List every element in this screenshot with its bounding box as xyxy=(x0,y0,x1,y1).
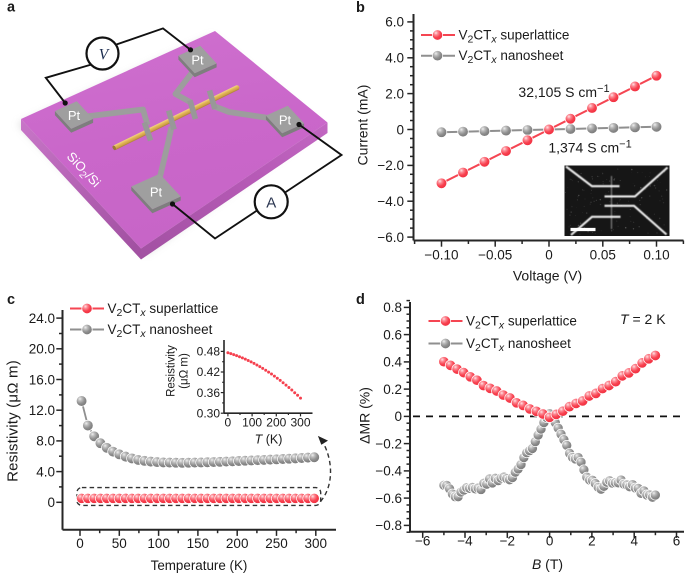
svg-text:−0.6: −0.6 xyxy=(375,491,402,506)
svg-text:0.4: 0.4 xyxy=(383,355,402,370)
svg-text:100: 100 xyxy=(147,536,170,551)
svg-text:−0.05: −0.05 xyxy=(478,248,512,263)
svg-text:−6: −6 xyxy=(415,534,430,549)
svg-text:T = 2 K: T = 2 K xyxy=(620,311,666,327)
svg-text:0.36: 0.36 xyxy=(197,386,221,400)
svg-text:d: d xyxy=(356,292,365,308)
svg-text:−0.2: −0.2 xyxy=(375,436,402,451)
svg-text:−2: −2 xyxy=(500,534,515,549)
svg-text:0: 0 xyxy=(76,536,84,551)
svg-text:−2.0: −2.0 xyxy=(377,158,404,173)
svg-text:−4: −4 xyxy=(457,534,473,549)
svg-text:1,374 S cm−1: 1,374 S cm−1 xyxy=(548,139,631,156)
svg-text:(μΩ m): (μΩ m) xyxy=(179,353,191,389)
svg-text:Pt: Pt xyxy=(191,53,204,68)
svg-text:0: 0 xyxy=(225,416,232,430)
svg-text:32,105 S cm−1: 32,105 S cm−1 xyxy=(518,83,609,100)
svg-text:−0.4: −0.4 xyxy=(375,464,402,479)
svg-text:16.0: 16.0 xyxy=(29,372,55,387)
svg-text:2: 2 xyxy=(588,534,596,549)
svg-text:V: V xyxy=(99,47,110,64)
svg-text:0: 0 xyxy=(394,409,402,424)
svg-text:2.0: 2.0 xyxy=(385,86,404,101)
svg-text:T (K): T (K) xyxy=(255,433,283,447)
svg-text:200: 200 xyxy=(266,416,286,430)
svg-text:8.0: 8.0 xyxy=(36,434,55,449)
svg-text:0.6: 0.6 xyxy=(383,327,402,342)
svg-text:Pt: Pt xyxy=(279,113,292,128)
svg-text:Resistivity: Resistivity xyxy=(166,345,178,397)
svg-text:12.0: 12.0 xyxy=(29,403,55,418)
svg-text:−6.0: −6.0 xyxy=(377,230,404,245)
svg-text:200: 200 xyxy=(226,536,249,551)
svg-text:−0.8: −0.8 xyxy=(375,518,402,533)
svg-text:0.48: 0.48 xyxy=(197,345,221,359)
svg-text:ΔMR (%): ΔMR (%) xyxy=(357,387,373,444)
svg-text:V2CTx superlattice: V2CTx superlattice xyxy=(459,28,570,46)
svg-text:Current (mA): Current (mA) xyxy=(355,85,371,166)
svg-text:250: 250 xyxy=(265,536,288,551)
svg-text:6.0: 6.0 xyxy=(385,15,404,30)
svg-text:0: 0 xyxy=(396,122,404,137)
svg-text:50: 50 xyxy=(112,536,127,551)
svg-text:4.0: 4.0 xyxy=(36,464,55,479)
svg-text:−4.0: −4.0 xyxy=(377,194,404,209)
svg-text:0.2: 0.2 xyxy=(383,382,402,397)
svg-text:V2CTx nanosheet: V2CTx nanosheet xyxy=(466,336,571,354)
svg-text:V2CTx superlattice: V2CTx superlattice xyxy=(466,314,577,332)
svg-text:24.0: 24.0 xyxy=(29,311,55,326)
svg-text:4.0: 4.0 xyxy=(385,51,404,66)
svg-text:300: 300 xyxy=(290,416,310,430)
svg-text:0: 0 xyxy=(546,534,554,549)
svg-text:a: a xyxy=(7,0,16,16)
svg-text:0.05: 0.05 xyxy=(590,248,616,263)
svg-text:300: 300 xyxy=(305,536,328,551)
svg-text:0.8: 0.8 xyxy=(383,300,402,315)
svg-text:0: 0 xyxy=(545,248,553,263)
svg-text:Pt: Pt xyxy=(68,108,81,123)
svg-text:V2CTx superlattice: V2CTx superlattice xyxy=(108,301,219,319)
svg-text:4: 4 xyxy=(630,534,638,549)
svg-text:b: b xyxy=(356,0,365,16)
svg-text:150: 150 xyxy=(187,536,210,551)
svg-text:0.10: 0.10 xyxy=(643,248,669,263)
svg-text:6: 6 xyxy=(673,534,681,549)
svg-text:20.0: 20.0 xyxy=(29,342,55,357)
svg-text:Voltage (V): Voltage (V) xyxy=(513,268,582,284)
svg-text:V2CTx nanosheet: V2CTx nanosheet xyxy=(108,322,213,340)
svg-text:0.42: 0.42 xyxy=(197,365,221,379)
svg-text:c: c xyxy=(7,292,15,308)
svg-text:0: 0 xyxy=(47,495,55,510)
svg-text:Temperature (K): Temperature (K) xyxy=(151,558,248,573)
svg-text:A: A xyxy=(266,194,276,211)
svg-text:Resistivity (μΩ m): Resistivity (μΩ m) xyxy=(5,360,22,482)
svg-text:Pt: Pt xyxy=(150,185,163,200)
svg-text:B (T): B (T) xyxy=(532,556,563,572)
svg-text:−0.10: −0.10 xyxy=(424,248,458,263)
svg-text:100: 100 xyxy=(242,416,262,430)
svg-text:V2CTx nanosheet: V2CTx nanosheet xyxy=(459,48,564,66)
svg-text:0.30: 0.30 xyxy=(197,406,221,420)
